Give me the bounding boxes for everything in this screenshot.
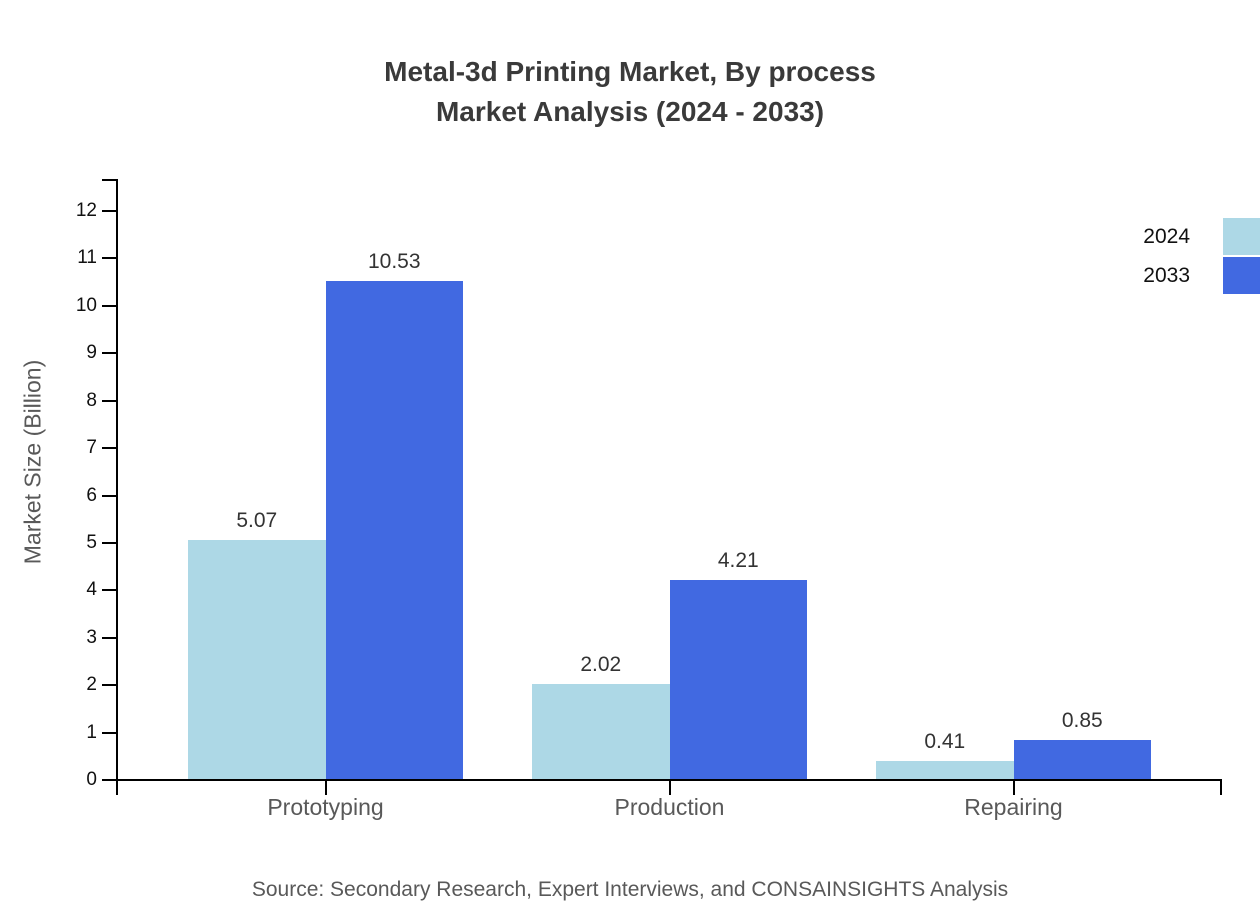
value-label-2033-prototyping: 10.53 xyxy=(367,249,421,273)
y-tick-label: 6 xyxy=(86,484,97,506)
y-tick xyxy=(102,731,117,734)
bar-2033-production xyxy=(669,580,807,779)
y-tick-label: 9 xyxy=(86,342,97,364)
legend-label: 2024 xyxy=(1143,224,1190,248)
x-tick xyxy=(668,780,671,795)
bar-2024-repairing xyxy=(876,760,1014,779)
legend-swatch-2024 xyxy=(1223,218,1260,255)
bar-2033-repairing xyxy=(1013,739,1151,779)
chart-title: Metal-3d Printing Market, By process Mar… xyxy=(0,52,1260,132)
bar-2024-production xyxy=(532,684,670,779)
y-tick-label: 5 xyxy=(86,531,97,553)
x-category-label-prototyping: Prototyping xyxy=(267,794,384,820)
value-label-2024-production: 2.02 xyxy=(580,653,622,677)
y-tick-label: 10 xyxy=(75,294,97,316)
legend-item-2033: 2033 xyxy=(1143,257,1260,294)
y-tick-label: 2 xyxy=(86,674,97,696)
legend-item-2024: 2024 xyxy=(1143,218,1260,255)
y-tick-label: 11 xyxy=(77,247,97,269)
y-tick xyxy=(102,494,117,497)
y-tick-label: 7 xyxy=(86,437,97,459)
source-note: Source: Secondary Research, Expert Inter… xyxy=(251,878,1009,901)
x-category-label-repairing: Repairing xyxy=(964,794,1063,820)
x-axis-right-cap xyxy=(1220,779,1222,795)
chart-title-line1: Metal-3d Printing Market, By process xyxy=(384,56,876,87)
y-tick-label: 3 xyxy=(86,626,97,648)
value-label-2033-repairing: 0.85 xyxy=(1061,708,1103,732)
legend-label: 2033 xyxy=(1143,263,1190,287)
y-tick-label: 12 xyxy=(75,200,97,221)
chart-title-line2: Market Analysis (2024 - 2033) xyxy=(435,96,825,127)
y-tick-label: 0 xyxy=(86,769,97,790)
y-axis-top-cap xyxy=(102,179,118,181)
x-category-label-production: Production xyxy=(614,794,725,820)
y-axis-line xyxy=(116,179,118,795)
x-tick xyxy=(1012,780,1015,795)
x-tick xyxy=(324,780,327,795)
y-tick xyxy=(102,636,117,639)
y-tick xyxy=(102,589,117,592)
y-tick-label: 1 xyxy=(86,721,97,743)
y-tick xyxy=(102,399,117,402)
legend-swatch-2033 xyxy=(1223,257,1260,294)
y-tick-label: 8 xyxy=(86,389,97,411)
y-tick xyxy=(102,304,117,307)
y-tick xyxy=(102,352,117,355)
y-tick xyxy=(102,210,117,212)
bar-2033-prototyping xyxy=(325,280,463,779)
y-tick xyxy=(102,257,117,260)
y-tick-label: 4 xyxy=(86,579,97,601)
value-label-2024-repairing: 0.41 xyxy=(924,729,966,753)
y-tick xyxy=(102,684,117,687)
y-tick xyxy=(102,447,117,450)
value-label-2033-production: 4.21 xyxy=(717,549,759,573)
y-tick xyxy=(102,779,117,781)
y-tick xyxy=(102,541,117,544)
bar-2024-prototyping xyxy=(188,539,326,779)
value-label-2024-prototyping: 5.07 xyxy=(236,508,278,532)
legend: 2024 2033 xyxy=(1143,218,1260,296)
